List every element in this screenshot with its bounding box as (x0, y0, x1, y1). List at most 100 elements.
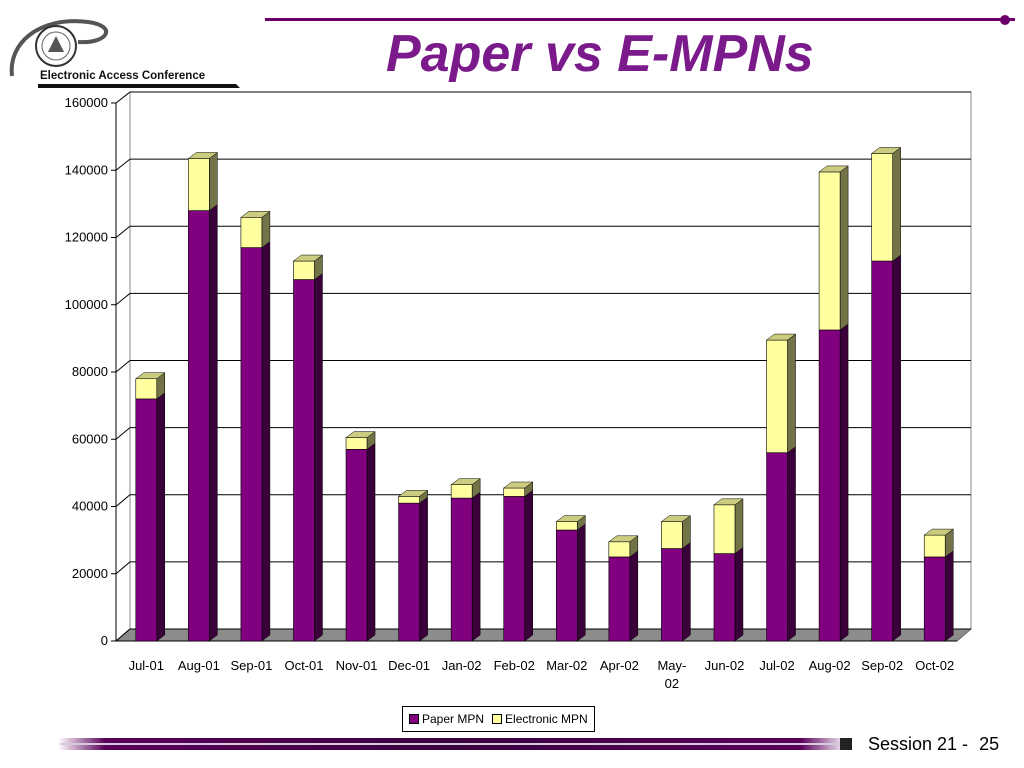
y-tick-label: 140000 (65, 162, 108, 177)
bar-paper (818, 329, 841, 642)
bar-electronic (818, 171, 841, 331)
bar-top-electronic (502, 481, 534, 489)
bar-paper (871, 260, 893, 642)
session-label: Session 21 - (868, 734, 969, 754)
legend-label-paper: Paper MPN (422, 712, 485, 726)
gridline-side (115, 225, 131, 238)
y-tick-label: 20000 (72, 566, 108, 581)
page-number: 25 (979, 734, 1000, 754)
session-footer: Session 21 - 25 (868, 734, 999, 755)
x-tick-label: Oct-02 (915, 658, 954, 673)
bar-side-electronic (209, 151, 218, 212)
legend-item-paper: Paper MPN (409, 712, 484, 726)
bar-side-paper (839, 323, 849, 642)
bar-electronic (293, 260, 315, 280)
bar-paper (923, 556, 946, 642)
bar-paper (450, 497, 473, 642)
bar-side-paper (156, 392, 166, 642)
x-tick-label: Jul-02 (759, 658, 794, 673)
x-tick-label: Nov-01 (336, 658, 378, 673)
bar-side-electronic (787, 333, 796, 454)
y-tick-label: 120000 (65, 230, 108, 245)
bar-side-paper (944, 550, 954, 642)
footer-bar-highlight (60, 743, 840, 745)
bar-side-paper (261, 241, 271, 642)
bar-top-electronic (397, 490, 429, 497)
bar-top-electronic (345, 431, 376, 438)
bar-electronic (766, 339, 788, 453)
logo-text: Electronic Access Conference (40, 70, 206, 82)
bar-side-paper (314, 273, 323, 642)
bar-paper (766, 452, 788, 642)
bar-top-electronic (660, 515, 692, 522)
bar-electronic (135, 378, 158, 400)
bar-electronic (450, 484, 473, 499)
bar-side-paper (682, 542, 691, 642)
gridline-side (115, 91, 131, 104)
y-tick-label: 40000 (72, 499, 108, 514)
bar-electronic (240, 217, 263, 248)
bar-paper (188, 210, 210, 642)
bar-side-paper (419, 496, 428, 642)
gridline-side (115, 158, 131, 171)
legend-swatch-paper (409, 714, 419, 724)
gridline-side (115, 628, 131, 642)
y-tick-label: 160000 (65, 95, 108, 110)
bar-side-electronic (261, 210, 271, 249)
legend-swatch-electronic (492, 714, 503, 724)
bar-top-electronic (818, 165, 849, 173)
footer-bar-end (840, 738, 852, 750)
x-tick-label: Mar-02 (546, 658, 587, 673)
x-tick-label: Apr-02 (600, 658, 639, 673)
x-tick-label: Sep-02 (861, 658, 903, 673)
gridline-side (115, 561, 131, 575)
bar-top-electronic (765, 333, 797, 341)
bar-side-paper (787, 446, 796, 642)
bar-electronic (555, 521, 578, 531)
gridline-side (115, 360, 131, 373)
bar-side-paper (471, 491, 481, 642)
bar-top-electronic (292, 254, 324, 262)
header-rule (265, 18, 1015, 21)
x-tick-label: May- (657, 658, 686, 673)
bar-electronic (345, 437, 368, 450)
gridline-side (115, 292, 131, 306)
bar-side-paper (892, 254, 901, 642)
bar-electronic (188, 158, 210, 211)
bar-paper (293, 279, 315, 642)
bar-side-paper (734, 547, 744, 642)
bar-side-electronic (734, 498, 744, 555)
x-tick-label: Dec-01 (388, 658, 430, 673)
header-rule-end (1000, 15, 1010, 25)
x-tick-label: Aug-02 (809, 658, 851, 673)
bar-paper (240, 247, 263, 642)
bar-electronic (923, 534, 946, 558)
bar-top-electronic (240, 211, 271, 218)
bar-side-paper (577, 523, 586, 642)
bar-side-electronic (892, 146, 901, 262)
gridline-side (115, 494, 131, 507)
bar-top-electronic (555, 515, 587, 522)
bar-paper (661, 548, 683, 642)
bar-paper (503, 496, 526, 642)
legend-item-electronic: Electronic MPN (492, 712, 588, 726)
bar-paper (713, 553, 736, 642)
bar-electronic (503, 487, 526, 497)
bar-side-paper (366, 442, 376, 642)
bar-paper (345, 449, 368, 642)
chart-legend: Paper MPN Electronic MPN (402, 706, 595, 732)
x-tick-label: Jan-02 (442, 658, 482, 673)
bar-side-paper (209, 204, 218, 642)
conference-logo (9, 19, 240, 88)
bar-top-electronic (870, 147, 902, 154)
bar-top-electronic (450, 478, 481, 485)
bar-top-electronic (713, 498, 744, 506)
x-tick-label: Aug-01 (178, 658, 220, 673)
bar-paper (608, 556, 631, 642)
y-tick-label: 0 (101, 633, 108, 648)
bar-paper (555, 529, 578, 642)
x-tick-label: Feb-02 (494, 658, 535, 673)
bar-electronic (871, 153, 893, 262)
y-tick-label: 60000 (72, 431, 108, 446)
